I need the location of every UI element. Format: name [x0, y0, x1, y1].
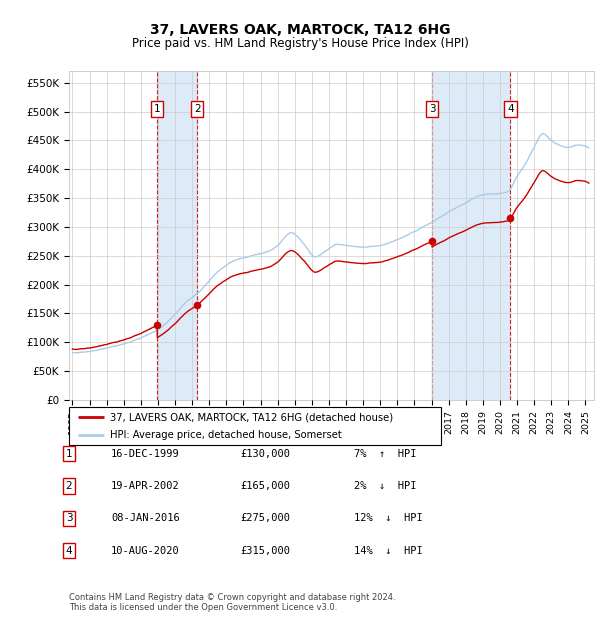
Text: 37, LAVERS OAK, MARTOCK, TA12 6HG: 37, LAVERS OAK, MARTOCK, TA12 6HG: [150, 23, 450, 37]
Text: 2: 2: [194, 104, 200, 114]
Text: 3: 3: [65, 513, 73, 523]
Text: 1: 1: [154, 104, 161, 114]
Text: £165,000: £165,000: [240, 481, 290, 491]
Text: £130,000: £130,000: [240, 449, 290, 459]
Text: Price paid vs. HM Land Registry's House Price Index (HPI): Price paid vs. HM Land Registry's House …: [131, 37, 469, 50]
Text: 10-AUG-2020: 10-AUG-2020: [111, 546, 180, 556]
Text: 2%  ↓  HPI: 2% ↓ HPI: [354, 481, 416, 491]
Text: 4: 4: [65, 546, 73, 556]
Text: 12%  ↓  HPI: 12% ↓ HPI: [354, 513, 423, 523]
Text: 3: 3: [429, 104, 436, 114]
Text: 14%  ↓  HPI: 14% ↓ HPI: [354, 546, 423, 556]
Text: 19-APR-2002: 19-APR-2002: [111, 481, 180, 491]
Text: 16-DEC-1999: 16-DEC-1999: [111, 449, 180, 459]
Text: 2: 2: [65, 481, 73, 491]
Bar: [432, 71, 511, 400]
Text: 37, LAVERS OAK, MARTOCK, TA12 6HG (detached house): 37, LAVERS OAK, MARTOCK, TA12 6HG (detac…: [110, 412, 393, 422]
Text: £275,000: £275,000: [240, 513, 290, 523]
Text: £315,000: £315,000: [240, 546, 290, 556]
Text: 1: 1: [65, 449, 73, 459]
Text: 7%  ↑  HPI: 7% ↑ HPI: [354, 449, 416, 459]
Text: 08-JAN-2016: 08-JAN-2016: [111, 513, 180, 523]
Text: Contains HM Land Registry data © Crown copyright and database right 2024.
This d: Contains HM Land Registry data © Crown c…: [69, 593, 395, 612]
Text: HPI: Average price, detached house, Somerset: HPI: Average price, detached house, Some…: [110, 430, 341, 440]
Bar: [157, 71, 197, 400]
Text: 4: 4: [507, 104, 514, 114]
